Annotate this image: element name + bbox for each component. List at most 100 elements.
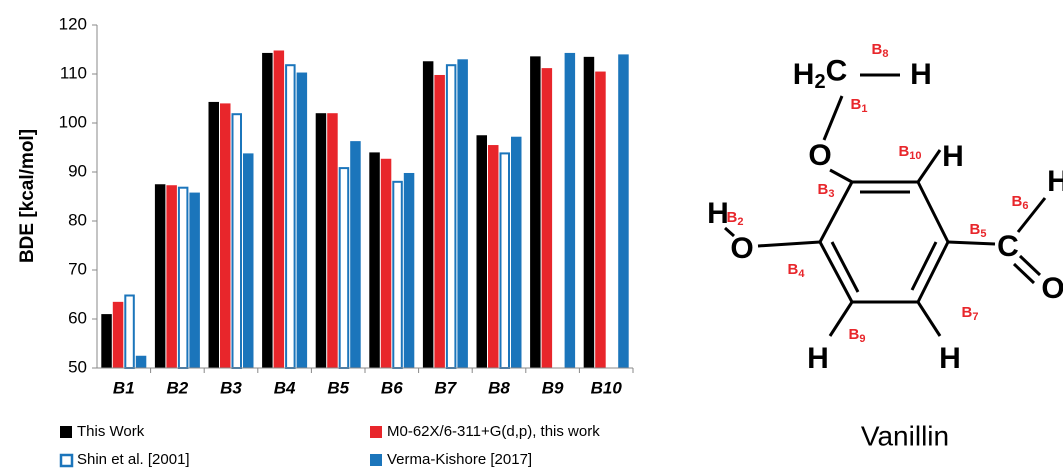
legend-swatch [59, 453, 74, 468]
x-tick-label: B4 [274, 378, 296, 397]
atom-label: H2C [793, 54, 847, 93]
bar [511, 136, 522, 368]
bond-line [818, 181, 854, 243]
bond-line [829, 168, 853, 184]
legend-swatch [370, 454, 382, 466]
bond-label: B6 [1012, 193, 1029, 212]
bar [231, 113, 242, 369]
bar [243, 153, 254, 368]
bar [618, 54, 629, 369]
bar [177, 186, 189, 369]
atom-label: O [1041, 272, 1063, 305]
bar [583, 56, 595, 368]
bar [189, 192, 200, 368]
legend-swatch [60, 426, 72, 438]
bond-line [1018, 254, 1042, 277]
bond-line [830, 241, 860, 293]
bar [220, 103, 231, 369]
bar [135, 355, 147, 368]
bar [327, 113, 338, 368]
y-tick-label: 110 [60, 63, 87, 82]
atom-label: O [730, 232, 753, 265]
legend-swatch [370, 426, 382, 438]
bond-line [822, 95, 844, 141]
bar [101, 314, 112, 368]
y-tick-label: 70 [68, 259, 87, 278]
legend-label: This Work [77, 423, 145, 440]
atom-label: H [939, 342, 961, 375]
bond-label: B8 [872, 41, 889, 60]
x-tick-label: B7 [435, 378, 458, 397]
legend-label: Shin et al. [2001] [77, 451, 190, 468]
bond-label: B9 [849, 326, 866, 345]
legend-label: Verma-Kishore [2017] [387, 451, 532, 468]
atom-label: H [942, 140, 964, 173]
bond-label: B2 [727, 209, 744, 228]
x-tick-label: B3 [220, 378, 242, 397]
bond-label: B10 [898, 143, 921, 162]
bar [350, 141, 361, 368]
x-tick-label: B2 [167, 378, 189, 397]
bar [380, 158, 392, 368]
bar [338, 167, 350, 369]
atom-label: H [707, 197, 729, 230]
bar [564, 52, 576, 369]
bar [154, 184, 166, 368]
bar [595, 71, 606, 369]
bond-line [757, 240, 821, 248]
bond-line [828, 301, 854, 337]
bar [315, 113, 327, 368]
bar [166, 185, 177, 368]
bar [208, 101, 219, 369]
atom-label: H [807, 342, 829, 375]
bar [434, 74, 445, 368]
bar [124, 294, 135, 369]
bond-line [818, 241, 854, 303]
y-tick-label: 120 [59, 14, 87, 33]
bond-label: B3 [818, 181, 835, 200]
bond-line [1012, 262, 1036, 285]
bar [285, 64, 296, 369]
atom-label: H [910, 58, 932, 91]
x-tick-label: B8 [488, 378, 510, 397]
y-tick-label: 60 [68, 308, 87, 327]
bond-label: B5 [970, 221, 987, 240]
x-tick-label: B1 [113, 378, 135, 397]
bond-line [724, 226, 735, 238]
bond-line [916, 149, 942, 183]
bond-line [910, 241, 938, 291]
atom-label: H [1047, 165, 1063, 198]
x-tick-label: B9 [542, 378, 564, 397]
y-tick-label: 90 [68, 161, 87, 180]
bond-line [916, 181, 950, 243]
atom-label: C [997, 230, 1019, 263]
bar [369, 152, 380, 368]
bar [422, 61, 434, 368]
x-tick-label: B10 [591, 378, 623, 397]
bar [296, 72, 308, 368]
bar [392, 180, 403, 369]
bond-label: B7 [962, 304, 979, 323]
legend-label: M0-62X/6-311+G(d,p), this work [387, 423, 600, 440]
bar [476, 135, 487, 368]
bar [273, 50, 285, 368]
bond-line [916, 241, 950, 303]
molecule [724, 73, 1047, 337]
bond-label: B4 [788, 261, 806, 280]
bar [112, 301, 124, 368]
bar [457, 59, 468, 369]
y-axis-label: BDE [kcal/mol] [17, 129, 38, 263]
bond-line [1016, 197, 1047, 233]
bar [445, 64, 457, 369]
atom-label: O [808, 139, 831, 172]
bond-line [916, 301, 942, 337]
x-tick-label: B6 [381, 378, 403, 397]
y-tick-label: 80 [68, 210, 87, 229]
bar [262, 52, 273, 369]
bond-line [947, 240, 996, 246]
diagram-title: Vanillin [861, 420, 949, 451]
y-tick-label: 100 [59, 112, 87, 131]
bar [530, 56, 541, 369]
bar [488, 145, 499, 368]
